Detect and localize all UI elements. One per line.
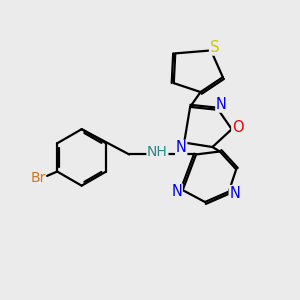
Text: N: N xyxy=(229,186,240,201)
Text: S: S xyxy=(210,40,219,55)
Text: Br: Br xyxy=(30,171,46,185)
Text: O: O xyxy=(232,120,244,135)
Text: N: N xyxy=(176,140,187,155)
Text: N: N xyxy=(171,184,182,199)
Text: NH: NH xyxy=(147,145,168,159)
Text: N: N xyxy=(216,97,227,112)
